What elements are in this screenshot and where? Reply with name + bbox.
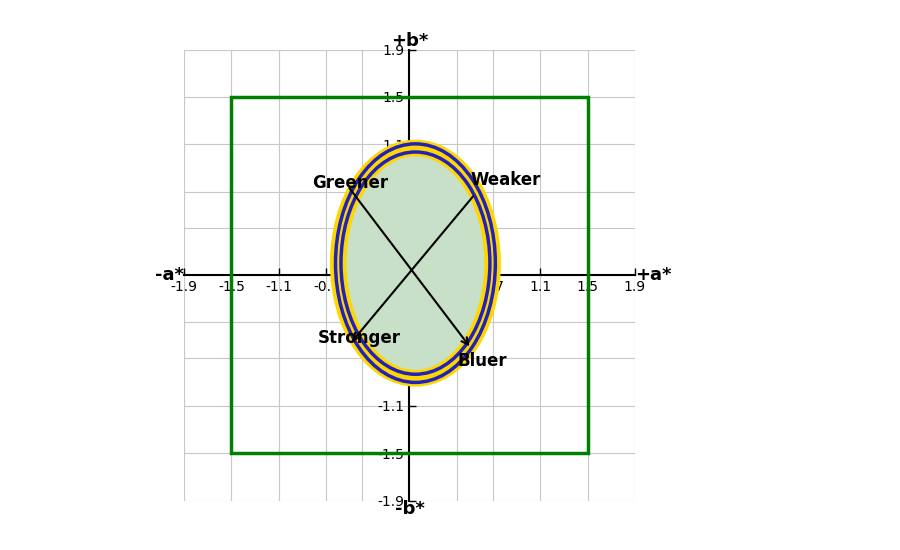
Text: Greener: Greener	[312, 174, 388, 191]
Text: +b*: +b*	[391, 31, 428, 50]
Text: +a*: +a*	[635, 266, 671, 284]
Bar	[231, 97, 588, 453]
Ellipse shape	[338, 148, 492, 378]
Text: -b*: -b*	[394, 500, 425, 519]
Text: Bluer: Bluer	[458, 352, 508, 370]
Text: -a*: -a*	[155, 266, 184, 284]
Text: Weaker: Weaker	[471, 171, 542, 189]
Text: Stronger: Stronger	[318, 329, 401, 347]
